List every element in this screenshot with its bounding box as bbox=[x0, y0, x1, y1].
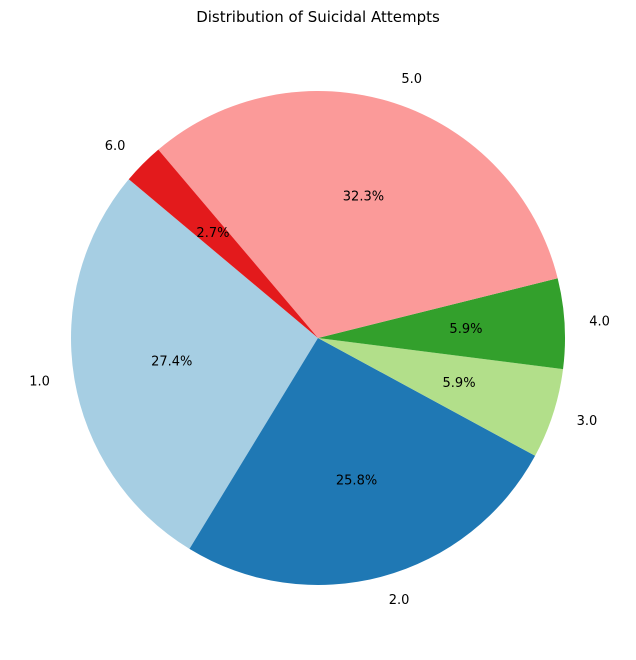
pie-labels: 1.0 27.4% 2.0 25.8% 3.0 5.9% 4.0 5.9% 5.0 32.3% 6.… bbox=[29, 72, 610, 608]
slice-label-2-0: 2.0 bbox=[389, 593, 410, 608]
slice-percent-5-0: 32.3% bbox=[343, 189, 384, 204]
slice-percent-4-0: 5.9% bbox=[449, 322, 482, 337]
pie-slice-3-0 bbox=[318, 338, 564, 456]
slice-label-6-0: 6.0 bbox=[105, 139, 126, 154]
pie-slices bbox=[71, 91, 565, 586]
slice-label-1-0: 1.0 bbox=[29, 375, 50, 390]
slice-label-4-0: 4.0 bbox=[589, 314, 610, 329]
slice-percent-2-0: 25.8% bbox=[336, 474, 377, 489]
slice-percent-6-0: 2.7% bbox=[196, 226, 229, 241]
pie-slice-2-0 bbox=[189, 338, 536, 586]
pie-slice-1-0 bbox=[71, 179, 318, 549]
pie-slice-5-0 bbox=[158, 91, 558, 338]
slice-label-5-0: 5.0 bbox=[401, 72, 422, 87]
pie-slice-6-0 bbox=[128, 149, 318, 338]
pie-slice-4-0 bbox=[318, 278, 565, 370]
slice-label-3-0: 3.0 bbox=[577, 414, 598, 429]
chart-title: Distribution of Suicidal Attempts bbox=[196, 8, 440, 26]
slice-percent-3-0: 5.9% bbox=[443, 376, 476, 391]
slice-percent-1-0: 27.4% bbox=[151, 355, 192, 370]
